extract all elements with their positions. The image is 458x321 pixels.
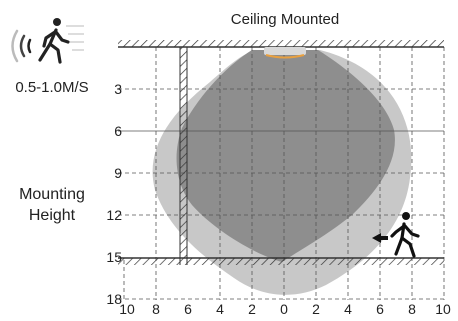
x-tick: 4 bbox=[216, 301, 224, 317]
ceiling-hatch bbox=[118, 40, 444, 47]
speed-label: 0.5-1.0M/S bbox=[15, 79, 88, 96]
floor-hatch bbox=[118, 258, 444, 265]
horizontal-gridlines bbox=[118, 88, 444, 300]
y-tick: 3 bbox=[114, 81, 122, 97]
x-tick: 10 bbox=[435, 301, 451, 317]
walking-person-icon bbox=[390, 212, 420, 258]
motion-waves-icon bbox=[11, 29, 32, 63]
diagram-title: Ceiling Mounted bbox=[231, 11, 339, 28]
x-tick: 6 bbox=[376, 301, 384, 317]
x-tick: 0 bbox=[280, 301, 288, 317]
y-tick: 12 bbox=[106, 207, 122, 223]
x-tick: 6 bbox=[184, 301, 192, 317]
x-tick: 2 bbox=[312, 301, 320, 317]
speed-lines-icon bbox=[66, 25, 84, 51]
y-tick: 15 bbox=[106, 249, 122, 265]
ceiling-sensor bbox=[264, 47, 306, 59]
walking-person-icon bbox=[38, 18, 70, 64]
x-tick: 8 bbox=[152, 301, 160, 317]
y-tick: 9 bbox=[114, 165, 122, 181]
x-tick: 2 bbox=[248, 301, 256, 317]
x-tick: 4 bbox=[344, 301, 352, 317]
arrow-left-icon bbox=[372, 233, 388, 243]
y-axis-label-line2: Height bbox=[29, 207, 76, 224]
y-tick: 6 bbox=[114, 123, 122, 139]
x-tick: 10 bbox=[119, 301, 135, 317]
inner-detection-zone bbox=[176, 50, 395, 262]
wall-hatch bbox=[180, 47, 187, 258]
y-tick: 18 bbox=[106, 291, 122, 307]
y-axis-label-line1: Mounting bbox=[19, 186, 85, 203]
x-tick: 8 bbox=[408, 301, 416, 317]
